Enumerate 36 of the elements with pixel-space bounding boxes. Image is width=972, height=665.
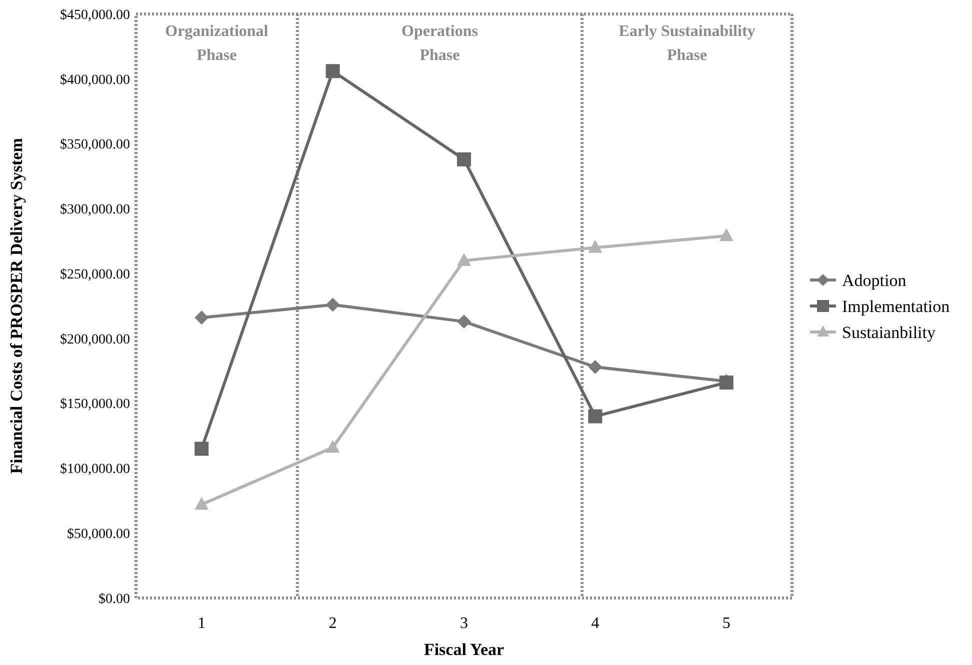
x-tick-label: 5 [722, 615, 730, 632]
annotation: Organizational Phase [165, 23, 269, 64]
y-tick-label: $300,000.00 [60, 202, 130, 218]
point [194, 310, 209, 325]
point [194, 442, 209, 456]
legend-label: Adoption [842, 270, 907, 290]
x-tick-label: 3 [460, 615, 468, 632]
y-tick-label: $150,000.00 [60, 397, 130, 412]
point [719, 228, 734, 242]
point [326, 298, 340, 312]
x-tick-label: 2 [328, 615, 337, 632]
y-tick-label: $100,000.00 [60, 462, 130, 478]
legend-label: Sustaianbility [842, 322, 936, 342]
x-axis-title: Fiscal Year [424, 640, 504, 659]
point [326, 64, 340, 78]
x-tick-label: 4 [591, 615, 600, 632]
point [326, 440, 340, 453]
y-tick-label: $350,000.00 [60, 138, 130, 153]
point [588, 240, 602, 253]
point [588, 409, 602, 424]
point [457, 252, 471, 266]
point [457, 314, 471, 329]
point [457, 152, 471, 166]
point [588, 360, 602, 374]
y-tick-label: $200,000.00 [60, 332, 130, 348]
y-tick-label: $450,000.00 [60, 8, 130, 23]
annotation: Operations Phase [402, 23, 478, 64]
legend-label: Implementation [842, 296, 950, 316]
y-tick-label: $0.00 [98, 592, 130, 607]
y-tick-label: $400,000.00 [60, 72, 130, 88]
y-axis-title: Financial Costs of PROSPER Delivery System [7, 138, 26, 474]
x-tick-label: 1 [198, 615, 206, 632]
y-tick-label: $50,000.00 [67, 527, 130, 542]
point [194, 496, 209, 510]
annotation: Early Sustainability Phase [618, 23, 756, 64]
y-tick-label: $250,000.00 [60, 267, 130, 282]
